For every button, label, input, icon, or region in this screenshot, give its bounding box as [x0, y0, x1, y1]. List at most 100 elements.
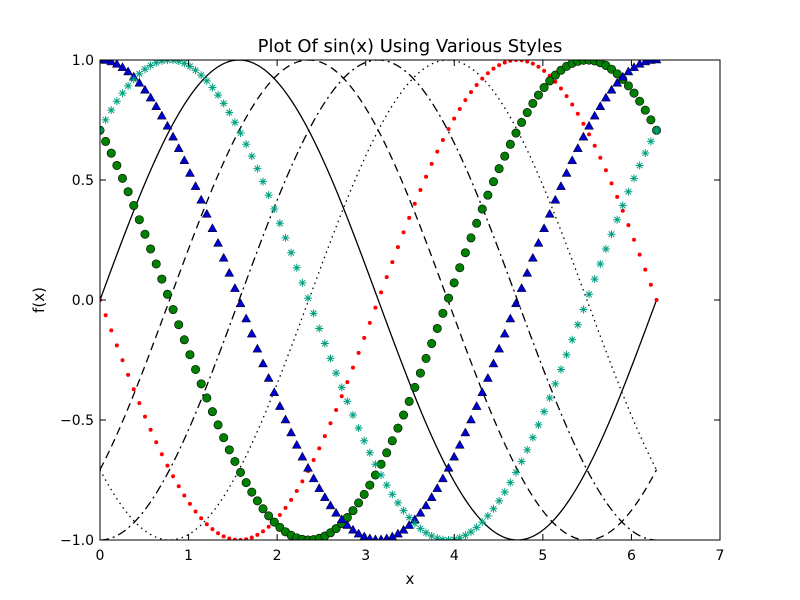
data-point: [117, 62, 128, 71]
data-point: [162, 289, 172, 299]
data-point: [517, 457, 526, 466]
data-point: [506, 478, 515, 487]
data-point: [365, 480, 375, 490]
data-point: [247, 152, 256, 161]
data-point: [495, 496, 504, 505]
data-point: [210, 527, 215, 532]
data-point: [269, 387, 280, 396]
data-point: [401, 230, 406, 235]
data-point: [388, 490, 397, 499]
data-point: [218, 252, 229, 262]
data-point: [241, 313, 252, 323]
data-point: [244, 537, 249, 540]
data-point: [179, 155, 190, 165]
data-point: [427, 532, 436, 540]
data-point: [511, 468, 520, 477]
data-point: [581, 121, 586, 126]
data-point: [101, 115, 110, 124]
series-4: [100, 60, 659, 540]
data-point: [528, 433, 537, 442]
data-point: [533, 90, 543, 100]
data-point: [354, 498, 364, 508]
data-point: [261, 529, 266, 534]
y-axis-label: f(x): [30, 287, 48, 313]
data-point: [488, 358, 499, 368]
data-point: [562, 350, 571, 359]
data-point: [173, 143, 184, 152]
data-point: [171, 474, 176, 479]
x-axis-label: x: [406, 570, 415, 588]
data-point: [399, 410, 409, 420]
data-point: [469, 90, 474, 95]
data-point: [360, 436, 369, 445]
data-point: [424, 174, 429, 179]
data-point: [156, 110, 167, 120]
data-point: [225, 108, 234, 117]
data-point: [446, 126, 451, 131]
data-point: [230, 118, 239, 127]
data-point: [505, 313, 516, 323]
series-5: [100, 60, 662, 540]
data-point: [165, 463, 170, 468]
data-point: [315, 324, 324, 333]
data-point: [359, 489, 369, 499]
data-point: [283, 505, 288, 510]
data-point: [135, 69, 144, 78]
data-point: [525, 60, 530, 64]
data-point: [331, 507, 342, 517]
data-point: [421, 500, 431, 510]
data-point: [466, 233, 476, 243]
data-point: [477, 387, 488, 396]
data-point: [152, 60, 161, 67]
data-point: [654, 298, 659, 303]
data-point: [440, 137, 445, 142]
y-tick-label: 0.5: [72, 173, 94, 189]
data-point: [517, 117, 527, 127]
data-point: [613, 215, 622, 224]
data-point: [336, 514, 347, 524]
data-point: [398, 524, 409, 534]
data-point: [641, 149, 650, 158]
data-point: [246, 328, 257, 338]
data-point: [337, 383, 346, 392]
data-point: [187, 501, 192, 506]
x-tick-label: 7: [716, 548, 725, 564]
data-point: [477, 204, 487, 214]
data-point: [572, 143, 583, 152]
data-point: [601, 244, 610, 253]
data-point: [140, 84, 150, 94]
data-point: [126, 372, 131, 377]
data-point: [437, 473, 448, 483]
data-point: [214, 91, 223, 100]
data-point: [550, 194, 561, 204]
data-point: [208, 83, 217, 92]
x-tick-label: 4: [450, 548, 459, 564]
data-point: [111, 60, 122, 68]
data-point: [568, 335, 577, 344]
data-point: [106, 60, 117, 66]
data-point: [624, 187, 633, 196]
data-point: [117, 173, 127, 183]
data-point: [457, 107, 462, 112]
data-point: [410, 382, 420, 392]
data-point: [180, 60, 189, 68]
data-point: [646, 115, 656, 125]
data-point: [131, 387, 136, 392]
data-point: [191, 66, 200, 75]
data-point: [207, 407, 217, 417]
data-point: [320, 339, 329, 348]
data-point: [511, 298, 521, 308]
data-point: [536, 64, 541, 69]
data-point: [339, 394, 344, 399]
data-point: [609, 181, 614, 186]
data-point: [578, 131, 589, 141]
data-point: [603, 168, 608, 173]
data-point: [579, 305, 588, 314]
data-point: [429, 161, 434, 166]
data-point: [275, 219, 284, 228]
data-point: [159, 452, 164, 457]
data-point: [371, 460, 380, 469]
data-point: [452, 116, 457, 121]
data-point: [410, 519, 419, 528]
data-point: [300, 479, 305, 484]
